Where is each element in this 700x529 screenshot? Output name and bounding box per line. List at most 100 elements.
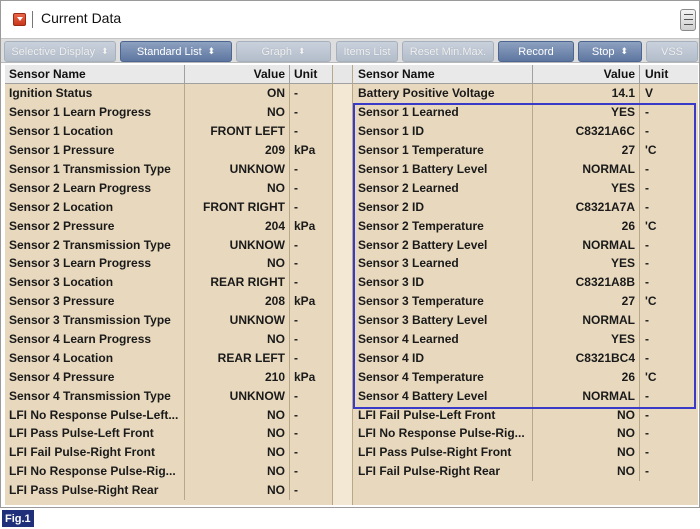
table-row[interactable]: Sensor 1 ID C8321A6C -: [353, 121, 698, 141]
table-row[interactable]: Sensor 3 ID C8321A8B -: [353, 272, 698, 292]
record-button[interactable]: Record: [498, 41, 574, 62]
column-header-value[interactable]: Value: [185, 65, 290, 83]
unit-cell: -: [645, 256, 649, 271]
table-row[interactable]: Ignition Status ON -: [5, 84, 332, 103]
standard-list-button[interactable]: Standard List ⬍: [120, 41, 232, 62]
table-row[interactable]: Sensor 4 Learned YES -: [353, 329, 698, 349]
unit-cell: -: [294, 124, 298, 139]
table-row[interactable]: LFI Pass Pulse-Right Front NO -: [353, 442, 698, 462]
value-cell: NORMAL: [533, 310, 640, 330]
table-row[interactable]: Sensor 2 Battery Level NORMAL -: [353, 235, 698, 255]
reset-min-max-button[interactable]: Reset Min.Max.: [402, 41, 494, 62]
table-row[interactable]: Sensor 1 Learned YES -: [353, 102, 698, 122]
window-title: Current Data: [41, 10, 122, 26]
table-row[interactable]: Sensor 3 Learned YES -: [353, 254, 698, 273]
value-cell: FRONT LEFT: [185, 121, 290, 141]
sensor-name-cell: Sensor 2 Learn Progress: [5, 178, 185, 198]
unit-cell: -: [645, 237, 649, 252]
sensor-name-cell: Sensor 4 Location: [5, 348, 185, 368]
unit-cell: -: [294, 162, 298, 176]
sensor-name-cell: Sensor 1 Learn Progress: [5, 102, 185, 122]
table-row[interactable]: Sensor 1 Pressure 209 kPa: [5, 140, 332, 160]
table-row[interactable]: LFI Fail Pulse-Right Front NO -: [5, 442, 332, 462]
value-cell: ON: [185, 84, 290, 103]
table-row[interactable]: Sensor 2 Learn Progress NO -: [5, 178, 332, 198]
table-row[interactable]: Sensor 1 Location FRONT LEFT -: [5, 121, 332, 141]
table-row[interactable]: Sensor 3 Pressure 208 kPa: [5, 291, 332, 311]
column-header-sensor-name[interactable]: Sensor Name: [353, 65, 533, 83]
column-header-unit[interactable]: Unit: [294, 67, 318, 81]
graph-button[interactable]: Graph ⬍: [236, 41, 331, 62]
updown-chevron-icon: ⬍: [298, 46, 306, 56]
table-row[interactable]: LFI No Response Pulse-Left... NO -: [5, 405, 332, 425]
table-row[interactable]: Sensor 2 Temperature 26 'C: [353, 216, 698, 236]
table-row[interactable]: Sensor 4 Pressure 210 kPa: [5, 367, 332, 387]
table-row[interactable]: Sensor 3 Learn Progress NO -: [5, 254, 332, 273]
table-row[interactable]: LFI Fail Pulse-Left Front NO -: [353, 405, 698, 425]
stop-button[interactable]: Stop ⬍: [578, 41, 642, 62]
sensor-name-cell: LFI No Response Pulse-Rig...: [353, 424, 533, 443]
column-header-value[interactable]: Value: [533, 65, 640, 83]
table-row[interactable]: Sensor 2 Pressure 204 kPa: [5, 216, 332, 236]
table-row[interactable]: Sensor 3 Location REAR RIGHT -: [5, 272, 332, 292]
value-cell: 14.1: [533, 84, 640, 103]
table-row[interactable]: Sensor 1 Temperature 27 'C: [353, 140, 698, 160]
unit-cell: -: [294, 199, 298, 214]
sensor-name-cell: Sensor 3 Battery Level: [353, 310, 533, 330]
table-row[interactable]: Battery Positive Voltage 14.1 V: [353, 84, 698, 103]
table-row[interactable]: Sensor 1 Transmission Type UNKNOW -: [5, 159, 332, 179]
value-cell: NO: [185, 178, 290, 198]
updown-chevron-icon: ⬍: [101, 46, 109, 56]
table-row[interactable]: Sensor 4 ID C8321BC4-: [353, 348, 698, 368]
column-header-sensor-name[interactable]: Sensor Name: [5, 65, 185, 83]
value-cell: REAR RIGHT: [185, 272, 290, 292]
table-row[interactable]: Sensor 1 Battery Level NORMAL -: [353, 159, 698, 179]
selective-display-button[interactable]: Selective Display ⬍: [4, 41, 116, 62]
sensor-name-cell: Sensor 4 Battery Level: [353, 386, 533, 406]
unit-cell: 'C: [645, 143, 657, 158]
table-row[interactable]: LFI Pass Pulse-Right Rear NO -: [5, 480, 332, 500]
table-row[interactable]: LFI No Response Pulse-Rig... NO -: [5, 461, 332, 481]
table-row[interactable]: Sensor 2 Transmission Type UNKNOW -: [5, 235, 332, 255]
table-row[interactable]: Sensor 3 Battery Level NORMAL -: [353, 310, 698, 330]
updown-chevron-icon: ⬍: [620, 46, 629, 56]
value-cell: C8321A7A: [533, 197, 640, 217]
collapse-icon[interactable]: [13, 13, 26, 26]
unit-cell: -: [294, 350, 298, 365]
table-row[interactable]: LFI Fail Pulse-Right Rear NO -: [353, 461, 698, 481]
table-row[interactable]: Sensor 2 Location FRONT RIGHT -: [5, 197, 332, 217]
table-row[interactable]: LFI Pass Pulse-Left Front NO -: [5, 424, 332, 443]
unit-cell: -: [294, 313, 298, 328]
unit-cell: kPa: [294, 294, 316, 309]
value-cell: 26: [533, 367, 640, 387]
table-row[interactable]: Sensor 3 Transmission Type UNKNOW -: [5, 310, 332, 330]
table-row[interactable]: Sensor 4 Transmission Type UNKNOW -: [5, 386, 332, 406]
unit-cell: -: [294, 388, 298, 403]
data-grid: Sensor Name Value Unit Ignition Status ON…: [5, 65, 698, 505]
unit-cell: kPa: [294, 218, 316, 233]
value-cell: NO: [185, 480, 290, 500]
unit-cell: 'C: [645, 294, 657, 309]
sensor-name-cell: Sensor 1 Location: [5, 121, 185, 141]
unit-cell: -: [294, 426, 298, 441]
standard-list-label: Standard List: [136, 45, 202, 58]
table-row[interactable]: Sensor 2 ID C8321A7A -: [353, 197, 698, 217]
sensor-name-cell: LFI No Response Pulse-Rig...: [5, 461, 185, 481]
unit-cell: -: [294, 332, 298, 347]
table-row[interactable]: Sensor 4 Learn Progress NO -: [5, 329, 332, 349]
unit-cell: -: [645, 124, 649, 139]
table-row[interactable]: Sensor 4 Temperature 26 'C: [353, 367, 698, 387]
table-row[interactable]: Sensor 1 Learn Progress NO -: [5, 102, 332, 122]
table-row[interactable]: Sensor 2 Learned YES -: [353, 178, 698, 198]
vss-button[interactable]: VSS: [646, 41, 698, 62]
menu-icon[interactable]: [680, 9, 696, 31]
table-row[interactable]: Sensor 3 Temperature 27 'C: [353, 291, 698, 311]
unit-cell: -: [294, 483, 298, 498]
table-row[interactable]: LFI No Response Pulse-Rig... NO -: [353, 424, 698, 443]
table-row[interactable]: Sensor 4 Location REAR LEFT -: [5, 348, 332, 368]
column-header-unit[interactable]: Unit: [645, 67, 669, 81]
sensor-name-cell: Ignition Status: [5, 84, 185, 103]
value-cell: NO: [185, 254, 290, 273]
table-row[interactable]: Sensor 4 Battery Level NORMAL -: [353, 386, 698, 406]
items-list-button[interactable]: Items List: [336, 41, 398, 62]
